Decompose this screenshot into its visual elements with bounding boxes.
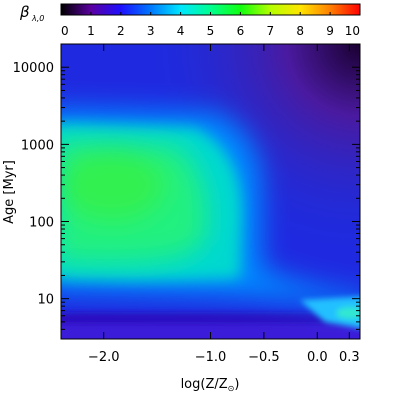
y-tick-label: 100 bbox=[29, 216, 54, 231]
heatmap-plateau-peak bbox=[61, 140, 207, 264]
x-tick-label: −2.0 bbox=[88, 350, 120, 365]
y-axis-label: Age [Myr] bbox=[2, 160, 17, 224]
x-axis-label-main: log(Z/Z bbox=[181, 377, 228, 392]
x-axis-label-close: ) bbox=[234, 377, 239, 392]
x-tick-label: 0.3 bbox=[339, 350, 360, 365]
y-axis-ticks: 10 100 1000 10000 bbox=[13, 43, 360, 340]
colorbar-tick-label: 1 bbox=[87, 24, 95, 38]
colorbar-tick-label: 7 bbox=[266, 24, 274, 38]
colorbar-tick-label: 10 bbox=[345, 24, 360, 38]
colorbar-label-symbol: β bbox=[19, 3, 30, 21]
y-tick-label: 10 bbox=[37, 293, 54, 308]
colorbar-ticks: 0 1 2 3 4 5 6 7 8 9 10 bbox=[60, 12, 361, 38]
colorbar-tick-label: 9 bbox=[326, 24, 334, 38]
y-tick-label: 1000 bbox=[21, 138, 54, 153]
x-axis-label-sub: ⊙ bbox=[228, 384, 235, 393]
colorbar-tick-label: 3 bbox=[147, 24, 155, 38]
colorbar-label-subscript: λ,0 bbox=[31, 14, 44, 23]
colorbar: β λ,0 0 1 2 3 4 5 6 7 8 9 10 bbox=[19, 3, 361, 38]
x-tick-label: −0.5 bbox=[248, 350, 280, 365]
x-tick-label: 0.0 bbox=[307, 350, 328, 365]
x-axis-ticks: −2.0 −1.0 −0.5 0.0 0.3 bbox=[88, 44, 360, 365]
heatmap-field bbox=[61, 44, 360, 339]
heatmap-high-z-young-spot bbox=[300, 296, 360, 329]
y-tick-label: 10000 bbox=[13, 61, 54, 76]
colorbar-tick-label: 0 bbox=[61, 24, 69, 38]
colorbar-tick-label: 2 bbox=[117, 24, 125, 38]
y-axis-label-main: Age bbox=[2, 199, 17, 224]
colorbar-tick-label: 4 bbox=[177, 24, 185, 38]
x-axis-label: log(Z/Z⊙) bbox=[181, 377, 240, 393]
colorbar-tick-label: 5 bbox=[207, 24, 215, 38]
colorbar-tick-label: 6 bbox=[237, 24, 245, 38]
y-axis-label-unit: [Myr] bbox=[2, 160, 17, 194]
colorbar-tick-label: 8 bbox=[296, 24, 304, 38]
heatmap-young-band bbox=[61, 312, 360, 339]
x-tick-label: −1.0 bbox=[195, 350, 227, 365]
